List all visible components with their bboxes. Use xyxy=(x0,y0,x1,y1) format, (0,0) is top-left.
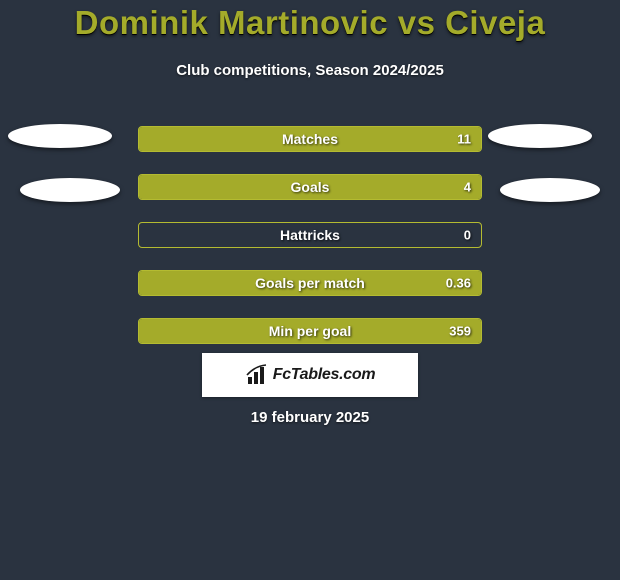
stat-fill xyxy=(139,175,481,199)
comparison-card: Dominik Martinovic vs Civeja Club compet… xyxy=(0,0,620,580)
player-photo-right-2 xyxy=(500,178,600,202)
stat-rows: Matches 11 Goals 4 Hattricks 0 Goals per… xyxy=(138,126,482,366)
player-photo-right-1 xyxy=(488,124,592,148)
stat-fill xyxy=(139,271,481,295)
stat-row-goals: Goals 4 xyxy=(138,174,482,200)
player-photo-left-2 xyxy=(20,178,120,202)
stat-fill xyxy=(139,319,481,343)
date-label: 19 february 2025 xyxy=(0,409,620,426)
stat-row-matches: Matches 11 xyxy=(138,126,482,152)
page-title: Dominik Martinovic vs Civeja xyxy=(0,4,620,42)
stat-label: Hattricks xyxy=(139,227,481,243)
stat-row-goals-per-match: Goals per match 0.36 xyxy=(138,270,482,296)
stat-row-min-per-goal: Min per goal 359 xyxy=(138,318,482,344)
brand-text: FcTables.com xyxy=(273,366,376,384)
stat-row-hattricks: Hattricks 0 xyxy=(138,222,482,248)
stat-value: 0 xyxy=(464,228,471,243)
stat-fill xyxy=(139,127,481,151)
player-photo-left-1 xyxy=(8,124,112,148)
page-subtitle: Club competitions, Season 2024/2025 xyxy=(0,62,620,79)
chart-bars-icon xyxy=(245,363,269,387)
brand-link[interactable]: FcTables.com xyxy=(202,353,418,397)
